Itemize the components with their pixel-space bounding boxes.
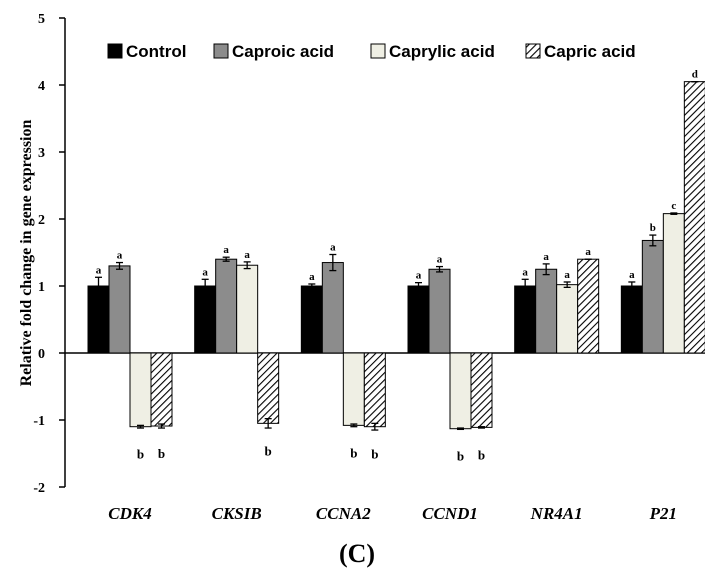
legend-label: Caproic acid	[232, 42, 334, 61]
bar	[535, 268, 558, 354]
significance-label: b	[350, 445, 357, 460]
legend-swatch	[370, 43, 386, 59]
significance-label: a	[309, 271, 315, 283]
bar	[300, 285, 323, 354]
bar	[556, 284, 579, 354]
bar	[108, 265, 131, 354]
bar	[342, 352, 365, 426]
significance-label: a	[585, 246, 591, 258]
y-axis-label: Relative fold change in gene expression	[18, 120, 35, 387]
bar	[428, 268, 451, 354]
significance-label: a	[244, 249, 250, 261]
category-label: CCND1	[422, 504, 478, 523]
bar	[662, 213, 685, 354]
legend: Control Caproic acid Caprylic acid Capric a…	[107, 42, 636, 61]
legend-label: Capric acid	[544, 42, 636, 61]
legend-label: Caprylic acid	[389, 42, 495, 61]
axes: -2 -1 0 1 2 3 4 5 CDK4 CKSIB CCNA2 CCND1 NR4A1 P21	[33, 12, 705, 523]
significance-label: a	[564, 269, 570, 281]
significance-label: a	[117, 250, 123, 262]
panel-label: (C)	[339, 539, 375, 568]
category-label: NR4A1	[530, 504, 583, 523]
significance-label: b	[457, 449, 464, 464]
significance-label: a	[96, 264, 102, 276]
bar	[129, 352, 152, 428]
bar	[87, 285, 110, 354]
significance-label: b	[158, 446, 165, 461]
y-tick-label: -2	[33, 481, 45, 496]
legend-swatch	[107, 43, 123, 59]
significance-label: a	[416, 270, 422, 282]
y-tick-label: 1	[38, 280, 45, 295]
y-tick-label: -1	[33, 414, 45, 429]
y-tick-label: 0	[38, 347, 45, 362]
significance-label: b	[371, 447, 378, 462]
bar	[363, 352, 386, 428]
legend-swatch	[213, 43, 229, 59]
category-label: CDK4	[108, 504, 151, 523]
bar	[470, 352, 493, 428]
y-tick-label: 4	[38, 79, 45, 94]
category-label: P21	[649, 504, 677, 523]
bar	[514, 285, 537, 354]
y-tick-label: 5	[38, 12, 45, 27]
bar	[236, 264, 259, 354]
bar	[194, 285, 217, 354]
bar	[620, 285, 643, 354]
y-tick-label: 2	[38, 213, 45, 228]
legend-swatch	[525, 43, 541, 59]
significance-label: a	[543, 251, 549, 263]
y-tick-label: 3	[38, 146, 45, 161]
significance-label: b	[265, 443, 272, 458]
category-label: CKSIB	[212, 504, 262, 523]
bar	[257, 352, 280, 424]
significance-label: b	[650, 222, 656, 234]
significance-label: a	[202, 266, 208, 278]
legend-label: Control	[126, 42, 186, 61]
bar	[321, 262, 344, 354]
category-label: CCNA2	[316, 504, 371, 523]
bar	[577, 258, 600, 354]
bar	[641, 239, 664, 354]
bar	[215, 258, 238, 354]
significance-label: a	[437, 254, 443, 266]
significance-label: b	[137, 447, 144, 462]
significance-label: a	[330, 242, 336, 254]
bar	[407, 285, 430, 354]
significance-label: c	[671, 200, 676, 212]
bar	[683, 81, 705, 354]
significance-label: b	[478, 447, 485, 462]
bar	[150, 352, 173, 427]
significance-label: a	[629, 269, 635, 281]
significance-label: a	[223, 244, 229, 256]
significance-label: a	[522, 266, 528, 278]
significance-label: d	[692, 69, 698, 81]
bar	[449, 352, 472, 430]
